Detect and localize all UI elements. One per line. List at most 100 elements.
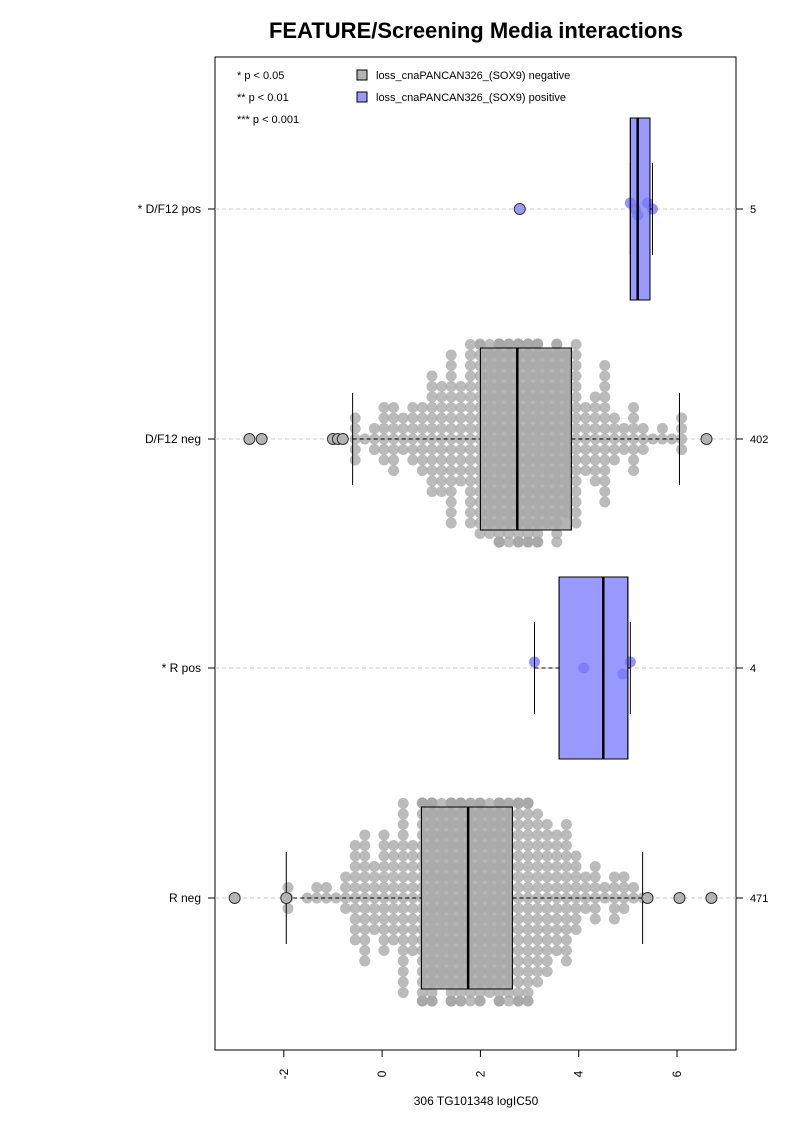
data-point [503,840,515,851]
data-point [426,486,438,497]
data-point [426,444,438,455]
data-point [532,882,544,893]
data-point [320,892,332,904]
data-point [407,454,419,466]
data-point [570,370,582,382]
data-point [512,528,524,539]
data-point [484,966,496,977]
data-point [551,517,563,529]
data-point [464,808,476,820]
data-point [493,934,505,946]
outlier-point [641,892,654,904]
data-point [349,861,361,872]
data-point [512,892,524,904]
data-point [436,808,448,820]
data-point [484,987,496,998]
data-point [493,903,505,914]
data-point [589,861,601,872]
data-point [378,454,390,466]
data-point [484,486,496,497]
data-point [484,507,496,518]
data-point [388,924,400,935]
data-point [599,882,611,893]
data-point [445,945,457,956]
data-point [541,966,553,977]
data-point [484,423,496,434]
data-point [455,412,467,424]
data-point [474,945,486,956]
data-point [570,850,582,862]
data-point [493,882,505,893]
data-point [464,349,476,361]
data-point [426,995,438,1007]
data-point [503,808,515,820]
data-point [397,924,409,935]
data-point [493,517,505,529]
data-point [503,496,515,508]
data-point [349,913,361,925]
data-point [474,829,486,841]
data-point [532,517,544,529]
data-point [551,528,563,539]
data-point [426,819,438,830]
data-point [474,861,486,872]
data-point [436,924,448,935]
data-point [493,797,505,809]
data-point [474,338,486,350]
data-point [340,882,352,893]
data-point [484,381,496,392]
data-point [599,402,611,413]
data-point [407,433,419,445]
data-point [484,955,496,967]
data-point [522,412,534,424]
data-point [455,903,467,914]
data-point [560,360,572,371]
data-point [397,798,409,809]
data-point [541,840,553,851]
data-point [493,955,505,967]
data-point [599,412,611,424]
data-point [464,850,476,862]
data-point [455,829,467,841]
data-point [570,412,582,424]
data-point [445,819,457,830]
data-point [512,945,524,956]
data-point [445,402,457,413]
data-point [388,882,400,893]
significance-legend-text: *** p < 0.001 [237,114,299,126]
data-point [397,444,409,455]
data-point [570,339,582,350]
data-point [484,349,496,361]
data-point [378,861,390,872]
data-point [484,924,496,935]
data-point [484,402,496,413]
data-point [522,976,534,988]
data-point [407,913,419,925]
data-point [608,412,620,424]
data-point [388,402,400,413]
data-point [589,903,601,914]
data-point [388,444,400,455]
data-point [628,412,640,424]
data-point [589,391,601,403]
data-point [378,913,390,925]
data-point [551,913,563,925]
data-point [445,444,457,455]
data-point [474,850,486,862]
data-point [445,840,457,851]
data-point [484,391,496,403]
data-point [551,861,563,872]
data-point [436,829,448,841]
data-point [436,819,448,830]
data-point [503,444,515,455]
data-point [503,882,515,893]
data-point [436,903,448,914]
data-point [512,955,524,967]
outlier-point [336,433,349,445]
data-point [445,995,457,1007]
data-point [455,945,467,956]
data-point [445,871,457,883]
data-point [426,370,438,382]
data-point [455,861,467,872]
data-point [445,882,457,893]
